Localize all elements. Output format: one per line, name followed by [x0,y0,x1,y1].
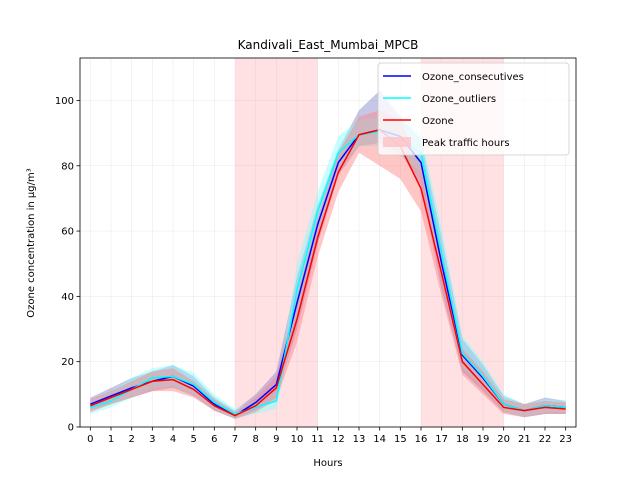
y-tick-label: 100 [55,96,74,107]
x-tick-label: 6 [211,434,217,445]
x-tick-label: 11 [311,434,324,445]
series-band-1 [90,116,566,419]
x-tick-label: 7 [232,434,238,445]
y-tick-label: 20 [61,357,74,368]
series-band-2 [90,110,566,419]
y-axis-label: Ozone concentration in µg/m³ [26,168,37,317]
legend-label-3: Peak traffic hours [422,138,510,149]
x-tick-label: 21 [518,434,531,445]
y-tick-label: 40 [61,292,74,303]
x-tick-label: 13 [353,434,366,445]
y-tick-label: 80 [61,161,74,172]
x-tick-label: 20 [497,434,510,445]
legend-label-0: Ozone_consecutives [422,72,524,83]
series-line-2 [90,129,566,417]
chart-title: Kandivali_East_Mumbai_MPCB [238,38,419,52]
y-tick-label: 60 [61,227,74,238]
x-tick-label: 17 [435,434,448,445]
x-tick-label: 16 [415,434,428,445]
x-tick-label: 14 [373,434,386,445]
x-tick-label: 5 [190,434,196,445]
x-tick-label: 18 [456,434,469,445]
y-tick-label: 0 [68,423,74,434]
peak-traffic-span-0 [235,58,318,427]
axes-frame [79,57,577,428]
legend-swatch-3 [383,137,411,147]
x-tick-label: 22 [539,434,552,445]
x-tick-label: 4 [170,434,176,445]
x-tick-label: 9 [273,434,279,445]
legend-box [377,62,570,156]
series-line-1 [90,130,566,415]
legend-label-1: Ozone_outliers [422,94,496,105]
legend: Ozone_consecutives Ozone_outliers Ozone Pea… [377,62,570,156]
x-tick-label: 8 [252,434,258,445]
x-tick-label: 3 [149,434,155,445]
x-tick-label: 23 [559,434,572,445]
x-tick-label: 19 [477,434,490,445]
x-tick-label: 12 [332,434,345,445]
x-tick-label: 1 [108,434,114,445]
x-axis-label: Hours [313,458,342,469]
x-tick-label: 0 [87,434,93,445]
x-tick-label: 15 [394,434,407,445]
x-tick-label: 10 [291,434,304,445]
legend-label-2: Ozone [422,116,454,127]
x-tick-label: 2 [128,434,134,445]
